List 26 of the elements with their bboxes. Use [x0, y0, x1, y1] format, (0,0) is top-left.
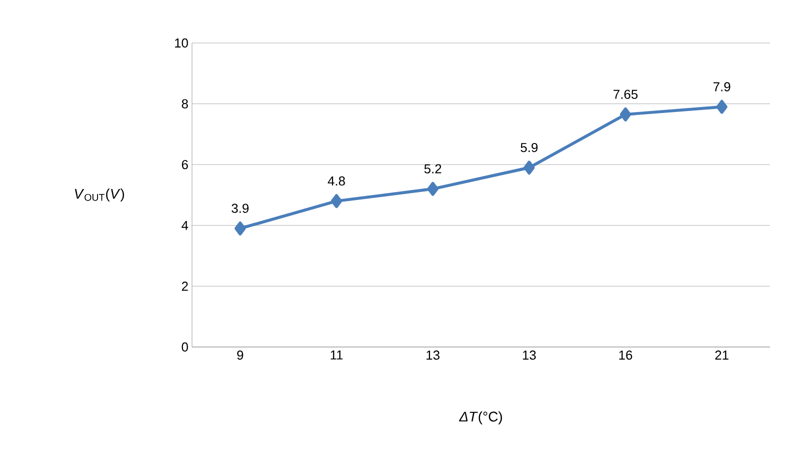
point — [427, 182, 438, 196]
point — [330, 194, 342, 208]
data-label: 5.9 — [520, 142, 538, 152]
point — [620, 107, 632, 122]
y-tick-label: 4 — [182, 220, 188, 230]
y-tick-label: 10 — [175, 38, 188, 48]
x-tick-label: 13 — [426, 350, 440, 360]
y-tick-label: 8 — [182, 99, 188, 108]
x-tick-label: 9 — [237, 350, 244, 360]
point — [716, 100, 728, 114]
x-tick-label: 11 — [330, 350, 343, 360]
data-label: 5.2 — [424, 164, 442, 174]
data-label: 4.8 — [328, 176, 345, 186]
y-tick-label: 2 — [182, 282, 188, 291]
data-label: 7.65 — [614, 90, 638, 99]
point — [524, 160, 535, 175]
data-label: 3.9 — [232, 204, 249, 213]
data-label: 7.9 — [714, 82, 730, 92]
point — [234, 221, 246, 236]
x-axis-title: ΔT(°C) — [458, 411, 502, 424]
y-tick-label: 6 — [182, 160, 188, 170]
x-tick-label: 21 — [715, 350, 728, 360]
x-tick-label: 13 — [522, 350, 536, 360]
y-axis-title: V$_{OUT}$(V) — [74, 188, 124, 202]
x-tick-label: 16 — [619, 350, 632, 360]
y-tick-label: 0 — [182, 342, 188, 352]
